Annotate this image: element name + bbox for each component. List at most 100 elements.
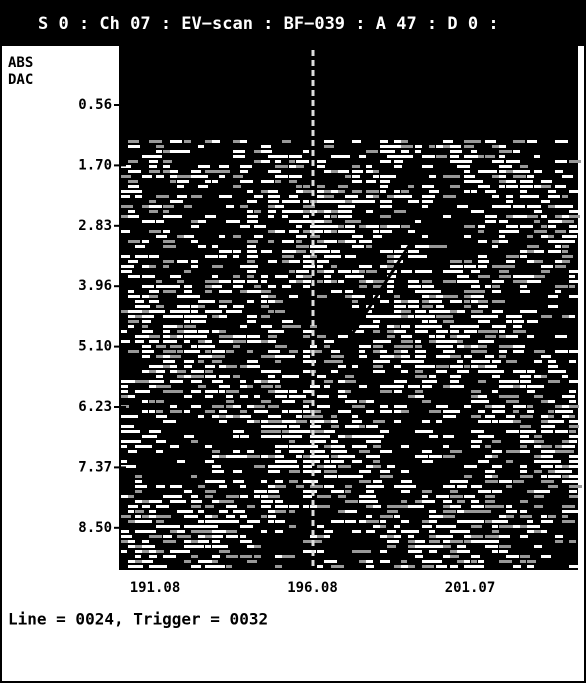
noise-cell (443, 485, 455, 488)
title-bar (2, 2, 584, 46)
noise-cell (562, 410, 573, 413)
noise-cell (184, 340, 190, 343)
noise-cell (275, 310, 285, 313)
annotation-arrow (343, 231, 420, 346)
noise-cell (401, 565, 409, 568)
noise-cell (492, 360, 501, 363)
noise-cell (534, 395, 543, 398)
noise-cell (338, 230, 345, 233)
noise-cell (170, 325, 179, 328)
noise-cell (247, 360, 258, 363)
noise-cell (422, 325, 431, 328)
noise-cell (422, 165, 433, 168)
noise-cell (219, 455, 228, 458)
noise-cell (366, 315, 373, 318)
noise-cell (135, 530, 146, 533)
noise-cell (345, 195, 357, 198)
noise-cell (359, 240, 372, 243)
noise-cell (324, 485, 334, 488)
noise-cell (170, 150, 179, 153)
noise-cell (387, 285, 394, 288)
noise-cell (443, 455, 455, 458)
noise-cell (324, 535, 330, 538)
noise-cell (331, 265, 337, 268)
noise-cell (541, 315, 552, 318)
noise-cell (492, 540, 499, 543)
noise-cell (569, 275, 575, 278)
noise-cell (394, 380, 407, 383)
noise-cell (562, 255, 573, 258)
noise-cell (555, 430, 568, 433)
noise-cell (394, 165, 402, 168)
noise-cell (289, 280, 302, 283)
noise-cell (233, 280, 245, 283)
noise-cell (401, 340, 413, 343)
noise-cell (261, 355, 273, 358)
noise-cell (429, 515, 439, 518)
noise-cell (219, 520, 226, 523)
noise-cell (219, 565, 225, 568)
noise-cell (212, 450, 220, 453)
noise-cell (562, 195, 568, 198)
noise-cell (296, 445, 304, 448)
noise-cell (408, 540, 420, 543)
noise-cell (268, 520, 274, 523)
noise-cell (408, 230, 415, 233)
noise-cell (296, 435, 302, 438)
noise-cell (149, 295, 158, 298)
noise-cell (422, 450, 432, 453)
noise-cell (163, 285, 174, 288)
noise-cell (562, 250, 568, 253)
y-label: 7.37 (78, 459, 112, 475)
noise-cell (520, 425, 531, 428)
noise-cell (163, 245, 176, 248)
noise-cell (345, 510, 357, 513)
noise-cell (289, 440, 295, 443)
noise-cell (569, 270, 578, 273)
noise-cell (282, 240, 294, 243)
noise-cell (478, 260, 489, 263)
noise-cell (303, 150, 309, 153)
noise-cell (303, 230, 313, 233)
noise-cell (212, 500, 219, 503)
noise-cell (366, 180, 376, 183)
noise-cell (156, 415, 167, 418)
noise-cell (499, 265, 511, 268)
noise-cell (457, 480, 468, 483)
noise-cell (303, 415, 312, 418)
noise-cell (205, 545, 211, 548)
noise-cell (548, 485, 558, 488)
noise-cell (142, 505, 150, 508)
noise-cell (429, 510, 436, 513)
noise-cell (464, 465, 477, 468)
noise-cell (408, 530, 419, 533)
noise-cell (289, 435, 298, 438)
noise-cell (562, 445, 570, 448)
noise-cell (275, 175, 285, 178)
noise-cell (149, 230, 161, 233)
noise-cell (373, 280, 385, 283)
noise-cell (415, 365, 427, 368)
noise-cell (261, 420, 274, 423)
noise-cell (170, 495, 182, 498)
noise-cell (338, 335, 348, 338)
noise-cell (408, 395, 421, 398)
noise-cell (457, 530, 470, 533)
noise-cell (464, 225, 475, 228)
noise-cell (380, 515, 393, 518)
noise-cell (240, 170, 248, 173)
noise-cell (142, 330, 153, 333)
noise-cell (191, 345, 197, 348)
noise-cell (471, 345, 479, 348)
noise-cell (366, 190, 379, 193)
noise-cell (415, 370, 423, 373)
noise-cell (135, 305, 147, 308)
noise-cell (359, 265, 372, 268)
noise-cell (198, 370, 204, 373)
noise-cell (492, 465, 502, 468)
noise-cell (408, 200, 419, 203)
noise-cell (142, 305, 150, 308)
noise-cell (268, 195, 280, 198)
noise-cell (317, 375, 326, 378)
noise-cell (534, 350, 545, 353)
